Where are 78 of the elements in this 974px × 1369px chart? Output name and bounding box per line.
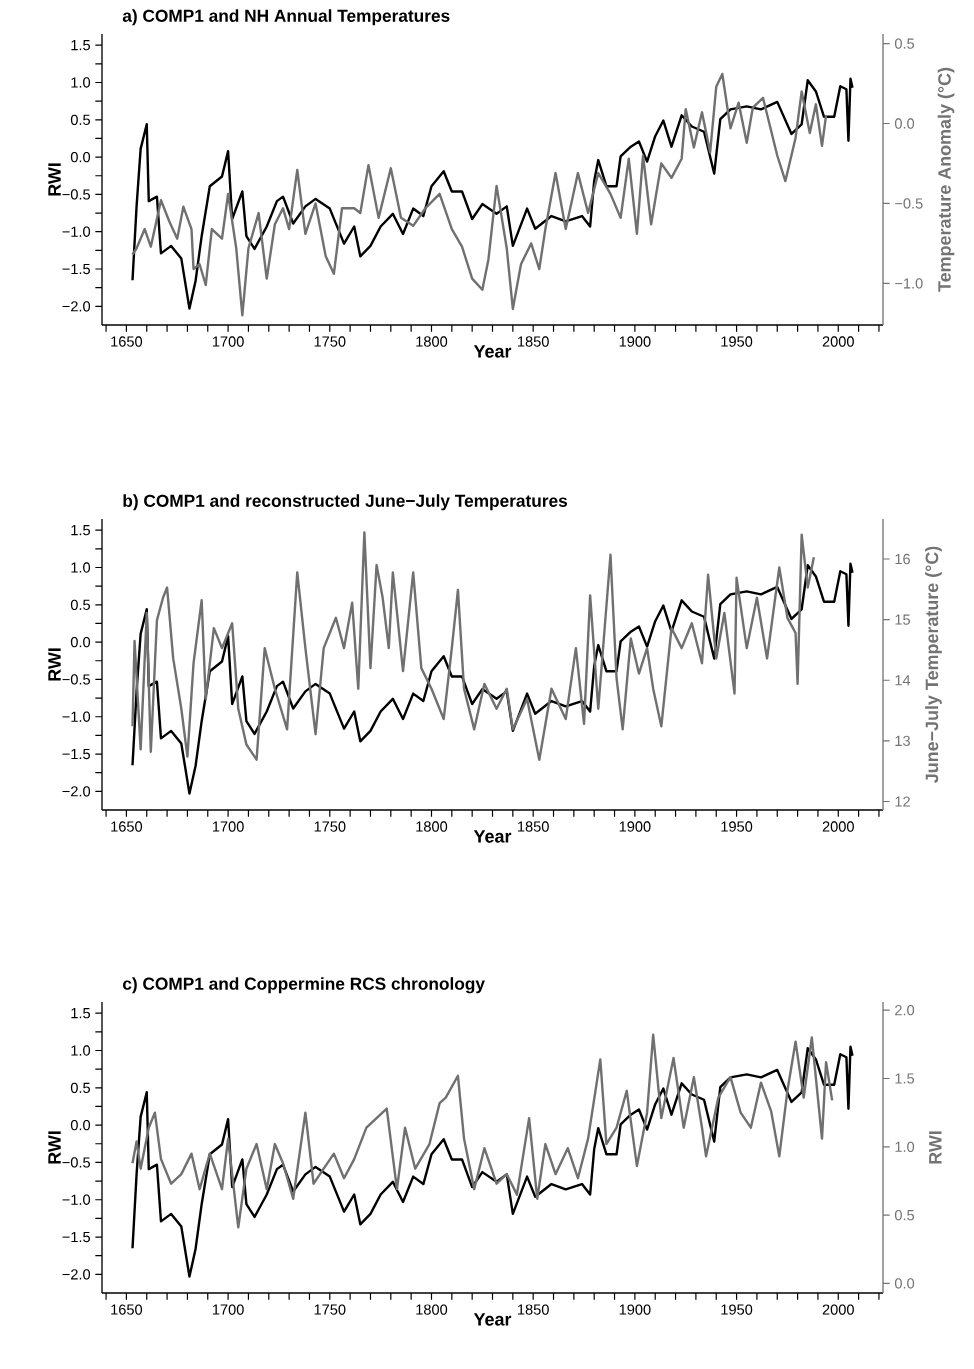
- y2-axis-title: RWI: [929, 1131, 942, 1164]
- y-axis-title: RWI: [48, 163, 61, 196]
- y2-tick-label: 0.5: [894, 38, 915, 49]
- y-tick-label: 0.0: [70, 636, 91, 648]
- y-tick-label: −1.0: [62, 711, 91, 722]
- y-tick-label: 1.5: [71, 1008, 91, 1019]
- x-tick-label: 1650: [111, 821, 143, 832]
- y-tick-label: −1.5: [62, 263, 91, 275]
- y-tick-label: −2.0: [62, 1269, 91, 1280]
- y-tick-label: 1.0: [71, 562, 91, 573]
- x-tick-label: 1800: [416, 821, 448, 832]
- y2-tick-label: 2.0: [895, 1005, 915, 1016]
- x-tick-label: 1750: [314, 1304, 346, 1315]
- x-tick-label: 2000: [822, 821, 854, 832]
- y-tick-label: −1.5: [62, 748, 91, 760]
- x-tick-label: 2000: [822, 336, 854, 347]
- y-tick-label: −0.5: [62, 189, 91, 200]
- y-tick-label: −0.5: [62, 1157, 91, 1168]
- chart-title: b) COMP1 and reconstructed June−July Temperatures: [123, 494, 568, 511]
- y-tick-label: −0.5: [62, 674, 91, 685]
- x-tick-label: 1950: [721, 1304, 753, 1315]
- x-tick-label: 1650: [111, 336, 143, 347]
- y-tick-label: −1.0: [62, 1194, 91, 1205]
- y-axis-title: RWI: [48, 648, 61, 681]
- y-tick-label: 0.5: [70, 599, 91, 610]
- x-tick-label: 1850: [518, 1304, 549, 1315]
- x-tick-label: 1650: [111, 1304, 143, 1315]
- y2-tick-label: 14: [895, 675, 911, 686]
- x-tick-label: 1950: [721, 336, 753, 347]
- y-tick-label: −1.5: [62, 1231, 91, 1243]
- y-tick-label: 0.0: [70, 1119, 91, 1131]
- y-tick-label: −1.0: [62, 226, 91, 237]
- x-tick-label: 1900: [619, 821, 651, 832]
- y2-axis-title: June−July Temperature (°C): [925, 546, 942, 783]
- x-tick-label: 1750: [314, 336, 346, 347]
- line-series: [131, 562, 854, 795]
- y-tick-label: 0.5: [70, 114, 91, 125]
- y-axis-title: RWI: [48, 1131, 61, 1164]
- x-axis-title: Year: [473, 830, 512, 843]
- x-tick-label: 1800: [416, 336, 448, 347]
- y2-tick-label: −0.5: [895, 198, 923, 209]
- y2-tick-label: 15: [895, 614, 910, 625]
- y2-tick-label: 0.0: [894, 118, 915, 129]
- y2-tick-label: 16: [895, 553, 910, 565]
- x-tick-label: 1900: [619, 1304, 651, 1315]
- chart-title: c) COMP1 and Coppermine RCS chronology: [122, 977, 485, 994]
- x-tick-label: 2000: [822, 1304, 854, 1315]
- x-tick-label: 1700: [212, 336, 244, 347]
- y2-tick-label: 1.0: [895, 1141, 915, 1152]
- x-tick-label: 1700: [212, 821, 244, 832]
- y-tick-label: 0.0: [70, 151, 91, 163]
- x-axis-title: Year: [473, 345, 512, 358]
- line-series: [131, 531, 816, 761]
- y2-tick-label: 12: [895, 796, 910, 807]
- y2-tick-label: 1.5: [895, 1073, 915, 1084]
- line-series: [131, 1045, 854, 1278]
- y2-tick-label: 0.0: [894, 1278, 915, 1289]
- y2-tick-label: 13: [895, 735, 910, 747]
- y-tick-label: −2.0: [62, 301, 91, 312]
- y-tick-label: 1.5: [71, 525, 91, 536]
- x-tick-label: 1850: [518, 336, 549, 347]
- y-tick-label: 0.5: [70, 1082, 91, 1093]
- x-axis-title: Year: [473, 1313, 512, 1326]
- x-tick-label: 1700: [212, 1304, 244, 1315]
- y2-axis-title: Temperature Anomaly (°C): [937, 67, 955, 292]
- x-tick-label: 1800: [416, 1304, 448, 1315]
- y2-tick-label: −1.0: [895, 278, 923, 289]
- y2-tick-label: 0.5: [894, 1209, 915, 1221]
- x-tick-label: 1950: [721, 821, 753, 832]
- line-series: [131, 1033, 834, 1229]
- chart-title: a) COMP1 and NH Annual Temperatures: [122, 9, 450, 26]
- x-tick-label: 1850: [518, 821, 549, 832]
- y-tick-label: 1.5: [71, 40, 91, 51]
- y-tick-label: 1.0: [71, 77, 91, 88]
- y-tick-label: −2.0: [62, 786, 91, 797]
- x-tick-label: 1900: [619, 336, 651, 347]
- x-tick-label: 1750: [314, 821, 346, 832]
- y-tick-label: 1.0: [71, 1045, 91, 1056]
